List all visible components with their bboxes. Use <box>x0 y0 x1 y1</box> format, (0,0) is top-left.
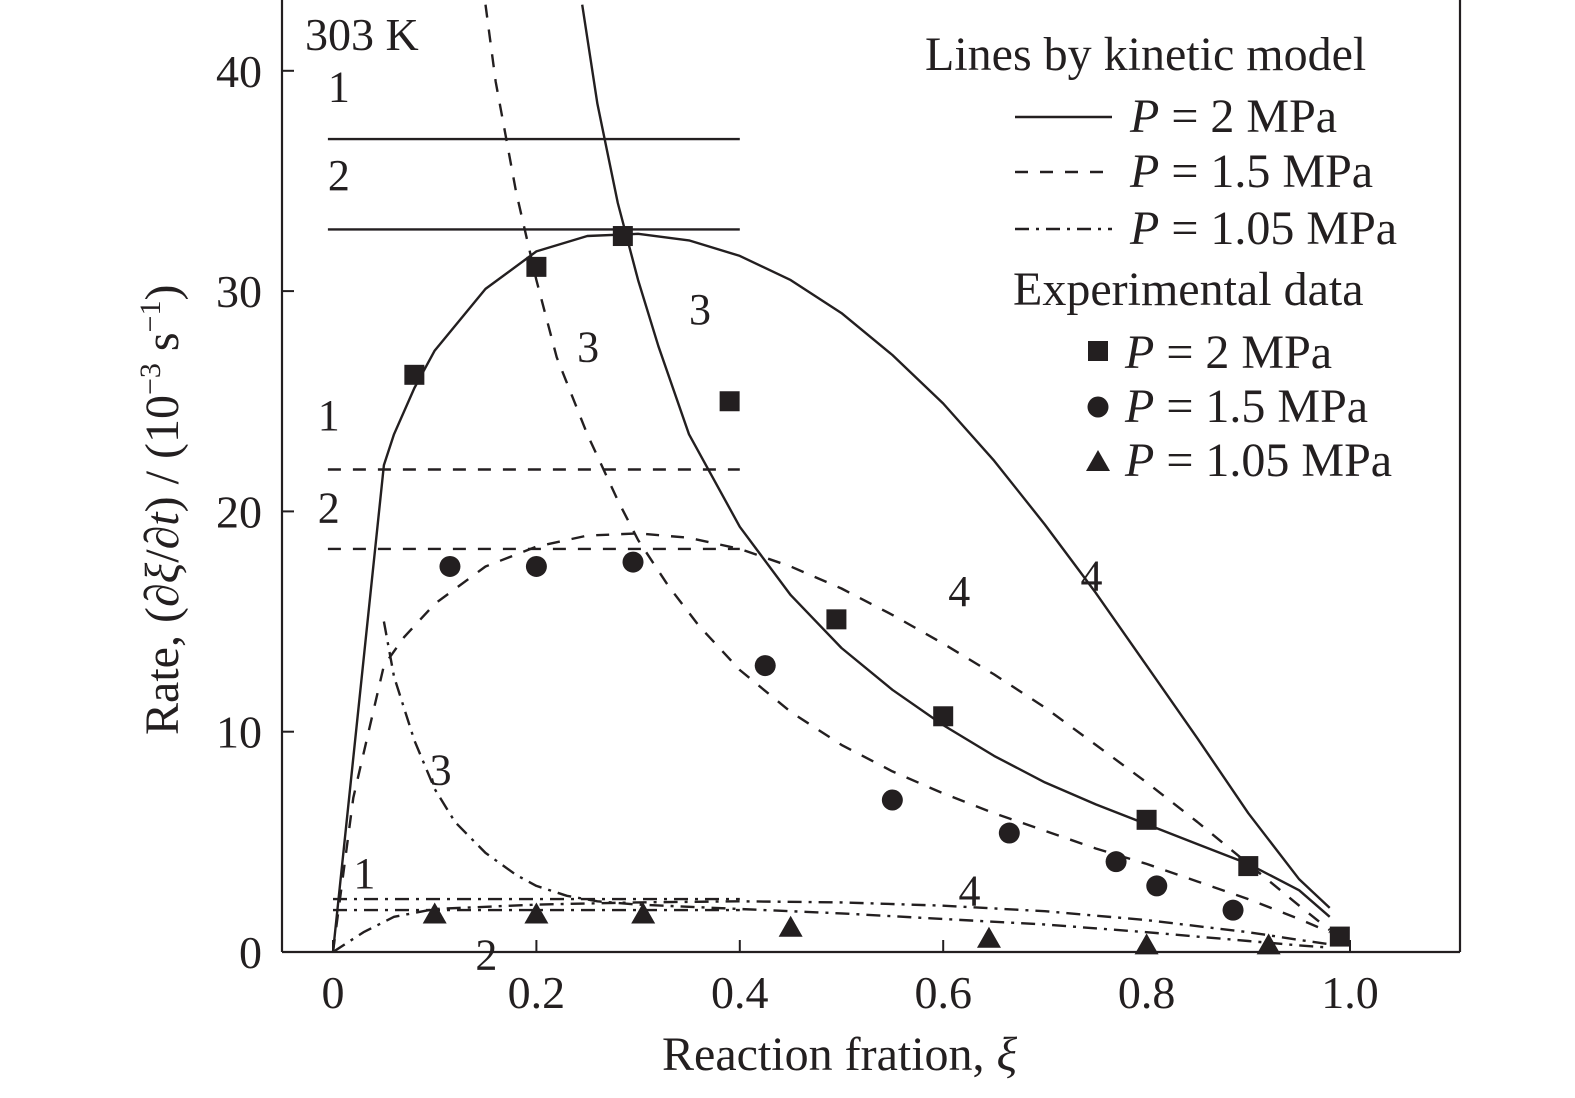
y-axis-title-t: t <box>136 511 189 526</box>
legend-lines-title: Lines by kinetic model <box>925 28 1366 81</box>
x-tick-label: 0.2 <box>508 967 566 1018</box>
series-3-curve4-label: 4 <box>958 867 980 916</box>
series-2-curve2-label: 2 <box>318 483 340 532</box>
series-1-curve3-line <box>581 4 1331 918</box>
legend-p: P <box>1124 380 1154 433</box>
data-point-square <box>526 256 547 277</box>
markers <box>404 226 1350 955</box>
y-tick-label: 30 <box>216 266 262 317</box>
legend: Lines by kinetic model P = 2 MPa P = 1.5… <box>925 28 1397 487</box>
data-point-square <box>826 609 847 630</box>
x-tick-label: 0.6 <box>914 967 972 1018</box>
series-1-curve4-label: 4 <box>1080 552 1102 601</box>
legend-marker-triangle <box>1086 450 1110 471</box>
legend-exp-105mpa: P = 1.05 MPa <box>1124 434 1392 487</box>
series-2-curve4-label: 4 <box>948 567 970 616</box>
data-point-square <box>719 391 740 412</box>
legend-rest: = 1.5 MPa <box>1154 380 1368 433</box>
x-tick-label: 1.0 <box>1321 967 1379 1018</box>
series-1-curve1-label: 1 <box>328 63 350 112</box>
legend-rest: = 1.05 MPa <box>1159 202 1397 255</box>
y-tick-label: 0 <box>239 927 262 978</box>
data-point-circle <box>525 555 547 577</box>
y-axis-title-suffix: ) / (10 <box>136 395 189 512</box>
series-2-curve1-label: 1 <box>318 391 340 440</box>
y-axis-title-exp2: −1 <box>134 301 167 333</box>
legend-rest: = 2 MPa <box>1159 90 1337 143</box>
series-2-curve4-line <box>331 532 1331 952</box>
legend-rest: = 2 MPa <box>1154 326 1332 379</box>
legend-rest: = 1.05 MPa <box>1154 434 1392 487</box>
series-3-curve3-label: 3 <box>430 746 452 795</box>
data-point-square <box>1136 809 1157 830</box>
legend-entry-105mpa: P = 1.05 MPa <box>1129 202 1397 255</box>
legend-p: P <box>1124 326 1154 379</box>
data-point-triangle <box>778 915 803 937</box>
curve-labels: 1 2 3 4 1 2 3 4 1 2 3 4 <box>318 63 1103 980</box>
x-axis-title-symbol: ξ <box>997 1028 1018 1081</box>
data-point-triangle <box>976 926 1001 948</box>
data-point-square <box>612 226 633 247</box>
legend-exp-title: Experimental data <box>1013 263 1364 316</box>
series-1-curve3-label: 3 <box>689 285 711 334</box>
x-axis-title: Reaction fration, ξ <box>662 1028 1018 1081</box>
temperature-label: 303 K <box>305 9 419 60</box>
data-point-circle <box>754 655 776 677</box>
data-point-circle <box>1146 875 1168 897</box>
ticks <box>282 69 1351 953</box>
y-tick-label: 20 <box>216 486 262 537</box>
y-axis-title-close: ) <box>136 285 189 301</box>
series-3-curve2-label: 2 <box>475 931 497 980</box>
y-axis-title-mid: s <box>136 332 189 363</box>
series-1-curve4-line <box>331 232 1331 952</box>
tick-labels: 0 0.2 0.4 0.6 0.8 1.0 0 10 20 30 40 <box>216 46 1379 1018</box>
series-3-curve4-line <box>332 900 1330 952</box>
data-point-square <box>404 364 425 385</box>
data-point-square <box>1238 856 1259 877</box>
legend-exp-2mpa: P = 2 MPa <box>1124 326 1332 379</box>
y-axis-title-exp1: −3 <box>134 363 167 395</box>
legend-entry-15mpa: P = 1.5 MPa <box>1129 145 1373 198</box>
data-point-circle <box>439 555 461 577</box>
data-point-square <box>933 706 954 727</box>
data-point-circle <box>998 822 1020 844</box>
data-point-circle <box>1105 851 1127 873</box>
y-axis-title-prefix: Rate, (∂ <box>136 583 189 735</box>
series-2-curve3-line <box>484 4 1331 934</box>
data-point-square <box>1329 926 1350 947</box>
data-point-triangle <box>422 902 447 924</box>
y-tick-label: 40 <box>216 46 262 97</box>
legend-p: P <box>1124 434 1154 487</box>
curves <box>327 4 1331 952</box>
legend-p: P <box>1129 202 1159 255</box>
legend-p: P <box>1129 145 1159 198</box>
x-tick-label: 0.8 <box>1118 967 1176 1018</box>
legend-entry-2mpa: P = 2 MPa <box>1129 90 1337 143</box>
data-point-triangle <box>1134 933 1159 955</box>
x-tick-label: 0.4 <box>711 967 769 1018</box>
series-2-curve3-label: 3 <box>577 323 599 372</box>
legend-rest: = 1.5 MPa <box>1159 145 1373 198</box>
x-tick-label: 0 <box>322 967 345 1018</box>
data-point-triangle <box>1256 933 1281 955</box>
y-axis-title-slash: /∂ <box>136 526 189 563</box>
data-point-triangle <box>524 902 549 924</box>
y-axis-title-xi: ξ <box>136 562 189 583</box>
data-point-circle <box>1222 899 1244 921</box>
series-3-curve1-label: 1 <box>353 849 375 898</box>
legend-marker-circle <box>1087 396 1109 418</box>
x-axis-title-text: Reaction fration, <box>662 1028 997 1081</box>
legend-p: P <box>1129 90 1159 143</box>
data-point-circle <box>881 789 903 811</box>
legend-marker-square <box>1088 341 1108 361</box>
legend-exp-15mpa: P = 1.5 MPa <box>1124 380 1368 433</box>
y-tick-label: 10 <box>216 707 262 758</box>
series-1-curve2-label: 2 <box>328 151 350 200</box>
y-axis-title: Rate, (∂ξ/∂t) / (10−3 s−1) <box>134 285 189 735</box>
data-point-triangle <box>631 902 656 924</box>
data-point-circle <box>622 551 644 573</box>
